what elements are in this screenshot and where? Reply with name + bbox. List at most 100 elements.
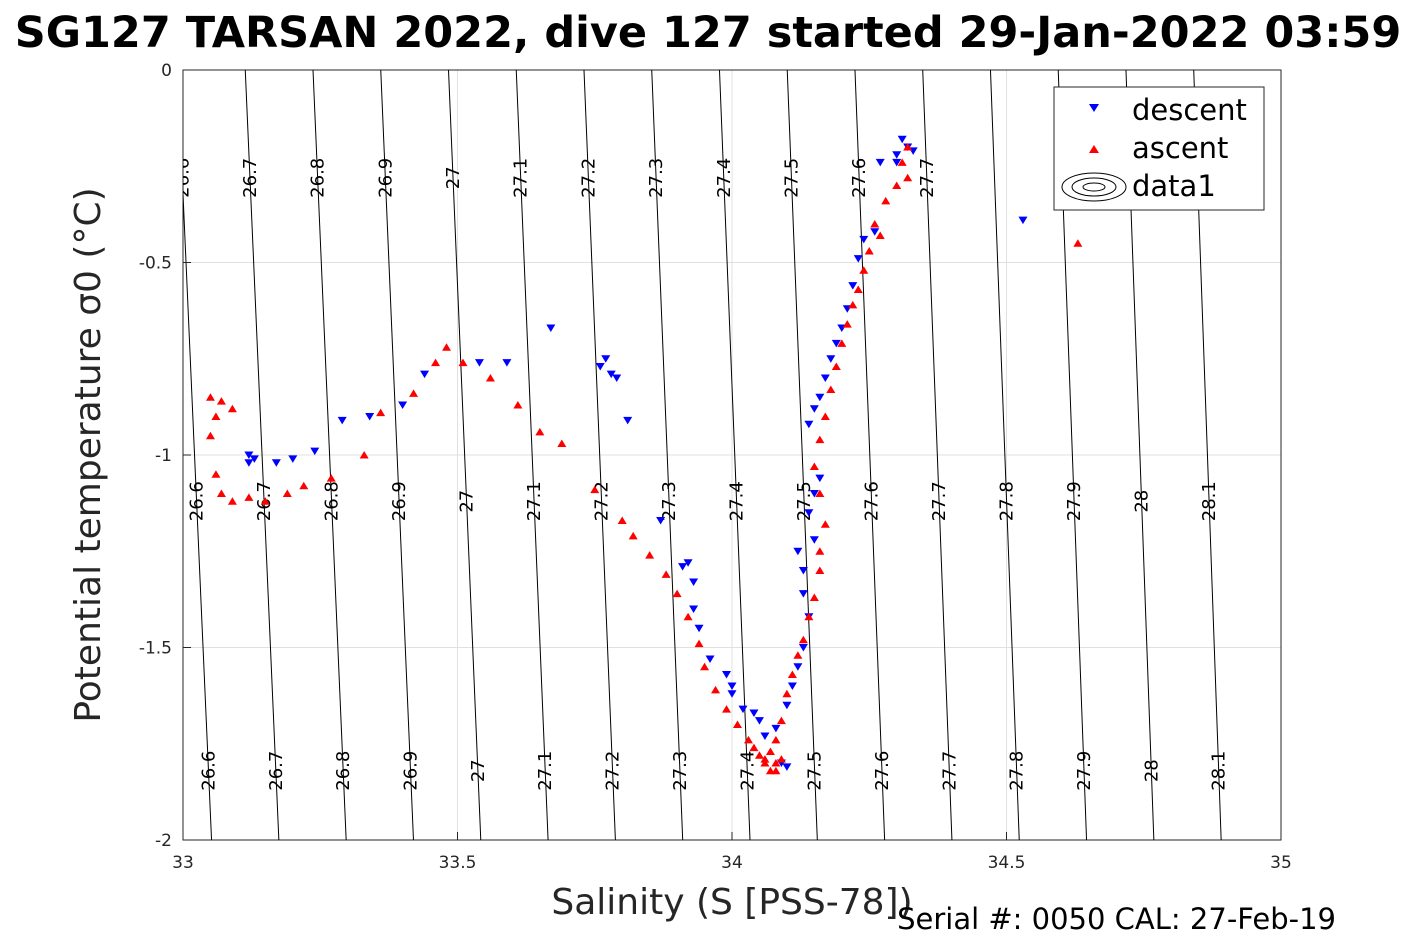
legend-data1-label: data1: [1132, 169, 1216, 203]
descent-point: [793, 547, 803, 556]
descent-point: [683, 559, 693, 567]
ascent-point: [892, 181, 902, 189]
ascent-point: [458, 358, 468, 367]
descent-point: [689, 578, 699, 587]
descent-point: [749, 709, 759, 717]
ascent-point: [485, 374, 495, 382]
descent-point: [738, 705, 748, 714]
y-tick-label: -2: [155, 831, 172, 851]
descent-point: [310, 447, 320, 456]
ascent-point: [875, 231, 885, 240]
isopycnal-label: 27.2: [603, 751, 624, 791]
descent-point: [754, 717, 764, 725]
descent-point: [595, 362, 605, 371]
ascent-point: [711, 685, 721, 694]
isopycnal-line: [447, 70, 482, 840]
isopycnal-line: [854, 70, 886, 840]
ascent-point: [743, 735, 753, 744]
isopycnal-label: 27.7: [929, 481, 950, 521]
isopycnal-line: [786, 70, 818, 840]
ascent-point: [831, 362, 841, 370]
isopycnal-label: 26.9: [375, 158, 396, 198]
x-tick-label: 34.5: [988, 853, 1026, 873]
isopycnal-label: 27.9: [1064, 481, 1085, 521]
ascent-point: [760, 759, 770, 767]
ascent-point: [793, 651, 803, 659]
isopycnal-line: [515, 70, 549, 840]
descent-point: [870, 228, 880, 236]
density-contours: 26.6 26.7 26.8 26.9 27 27.1 27.2 27.3 27.4 27.5 27…: [172, 70, 1230, 840]
ascent-point: [749, 743, 759, 752]
y-tick-label: -1.5: [139, 639, 172, 659]
isopycnal-line: [183, 182, 213, 840]
isopycnal-label: 27.8: [1007, 751, 1028, 791]
isopycnal-label: 26.9: [401, 751, 422, 791]
ascent-point: [815, 489, 825, 497]
descent-point: [656, 516, 666, 525]
ascent-point: [903, 173, 913, 182]
descent-point: [365, 413, 375, 421]
descent-point: [875, 158, 885, 167]
isopycnal-label: 26.7: [240, 158, 261, 198]
isopycnal-label: 27: [468, 759, 489, 782]
descent-point: [804, 509, 814, 517]
ascent-point: [216, 489, 226, 497]
ascent-point: [848, 300, 858, 309]
contour-lines: 26.6 26.7 26.8 26.9 27 27.1 27.2 27.3 27.4 27.5 27…: [172, 70, 1230, 840]
isopycnal-line: [244, 70, 280, 840]
ascent-point: [661, 570, 671, 578]
ascent-point: [897, 158, 907, 166]
ascent-point: [442, 343, 452, 351]
ascent-point: [645, 551, 655, 559]
ascent-point: [211, 470, 221, 478]
descent-point: [606, 370, 616, 379]
isopycnal-label: 27.7: [939, 751, 960, 791]
ascent-point: [205, 431, 215, 440]
ascent-point: [765, 747, 775, 755]
isopycnal-label: 27.6: [849, 158, 870, 198]
isopycnal-label: 27.3: [670, 751, 691, 791]
descent-point: [623, 416, 633, 425]
isopycnal-line: [583, 70, 616, 840]
descent-point: [826, 355, 836, 363]
descent-point: [678, 563, 688, 571]
descent-point: [782, 763, 792, 771]
ascent-point: [244, 493, 254, 501]
descent-point: [398, 401, 408, 409]
ascent-point: [535, 427, 545, 436]
legend-ascent-marker: [1089, 145, 1099, 153]
isopycnal-line: [651, 70, 684, 840]
isopycnal-line: [718, 70, 751, 840]
isopycnal-label: 27.9: [1074, 751, 1095, 791]
ascent-point: [299, 481, 309, 490]
ascent-point: [732, 720, 742, 728]
isopycnal-label: 28: [1141, 759, 1162, 782]
descent-point: [892, 158, 902, 167]
ascent-point: [227, 497, 237, 505]
ascent-point: [859, 266, 869, 274]
y-axis-label: Potential temperature σ0 (°C): [68, 187, 109, 722]
ascent-point: [700, 662, 710, 671]
descent-point: [705, 655, 715, 664]
ascent-point: [820, 520, 830, 528]
isopycnal-line: [922, 70, 953, 840]
ascent-point: [787, 670, 797, 678]
descent-point: [809, 490, 819, 498]
ascent-point: [282, 489, 292, 497]
ascent-point: [815, 547, 825, 555]
descent-point: [831, 339, 841, 348]
ascent-point: [903, 143, 913, 151]
ascent-point: [809, 593, 819, 601]
descent-point: [859, 235, 869, 244]
isopycnal-label: 27.7: [917, 158, 938, 198]
isopycnal-label: 27.6: [872, 751, 893, 791]
isopycnal-label: 26.6: [172, 158, 193, 198]
axes-ticks: 33 33.5 34 34.5 35 0 -0.5 -1 -1.5 -2: [139, 61, 1292, 873]
ascent-point: [359, 451, 369, 459]
ascent-point: [590, 485, 600, 494]
y-tick-label: -0.5: [139, 254, 172, 274]
ascent-point: [672, 589, 682, 598]
ascent-point: [205, 393, 215, 401]
isopycnal-line: [312, 70, 347, 840]
